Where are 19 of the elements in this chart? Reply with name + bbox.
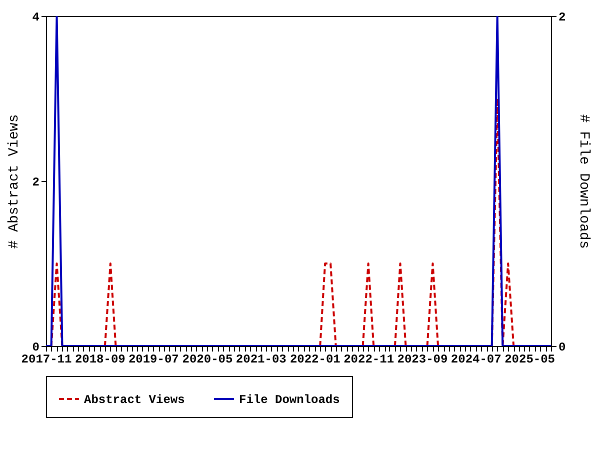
y-axis-title: # Abstract Views xyxy=(6,114,22,249)
y-tick-label: 2 xyxy=(32,176,40,190)
x-tick-label: 2017-11 xyxy=(21,352,72,366)
x-tick-label: 2018-09 xyxy=(74,352,126,366)
y2-tick-label: 2 xyxy=(558,10,566,24)
x-tick-label: 2022-11 xyxy=(344,352,394,366)
legend-label: File Downloads xyxy=(239,393,340,407)
x-tick-label: 2024-07 xyxy=(450,352,502,366)
y2-tick-label: 0 xyxy=(558,340,566,354)
x-tick-label: 2020-05 xyxy=(182,352,233,366)
y-tick-label: 0 xyxy=(32,340,40,354)
x-tick-label: 2019-07 xyxy=(128,352,179,366)
x-tick-label: 2025-05 xyxy=(504,352,555,366)
x-tick-label: 2021-03 xyxy=(236,352,286,366)
y-tick-label: 4 xyxy=(32,10,40,24)
x-tick-label: 2023-09 xyxy=(397,352,448,366)
x-tick-label: 2022-01 xyxy=(290,352,340,366)
legend-label: Abstract Views xyxy=(84,393,185,407)
y2-axis-title: # File Downloads xyxy=(576,114,592,249)
